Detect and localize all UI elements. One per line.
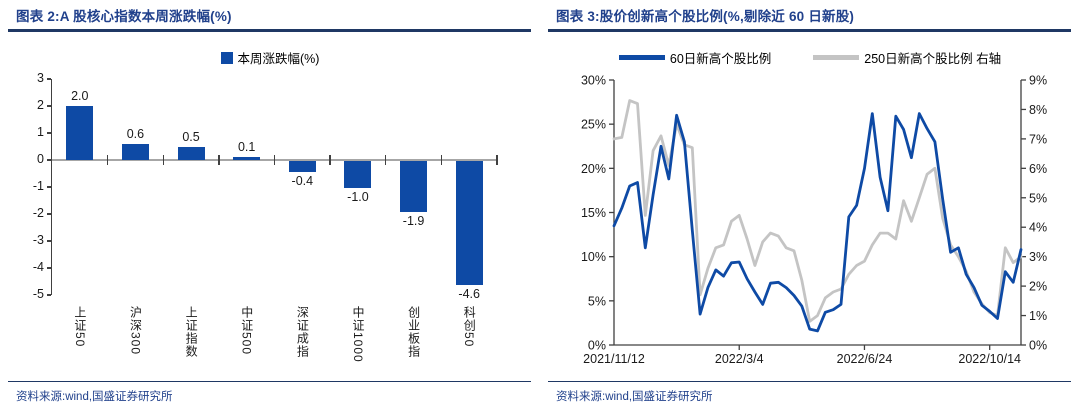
line-chart-canvas: 30%25%20%15%10%5%0%9%8%7%6%5%4%3%2%1%0%2…	[581, 74, 1047, 367]
bar-value-label: 0.5	[182, 129, 200, 144]
bar	[66, 106, 94, 160]
y-axis-tick	[46, 78, 51, 80]
bar-value-label: -4.6	[458, 287, 480, 302]
x-axis-tick-label: 2022/3/4	[715, 352, 764, 366]
y-axis-tick	[46, 186, 51, 188]
y-axis-tick-label: 2	[37, 98, 44, 112]
x-axis-tick-label: 2021/11/12	[583, 352, 645, 366]
figure-3-panel: 图表 3:股价创新高个股比例(%,剔除近 60 日新股) 60日新高个股比例 25…	[540, 0, 1080, 411]
bar	[288, 161, 316, 172]
figure-3-source-rule	[548, 381, 1071, 383]
legend-swatch-square	[220, 51, 233, 64]
bar-value-label: 0.1	[237, 140, 256, 155]
y-axis-tick-label: -5	[32, 287, 44, 301]
bar	[177, 146, 205, 160]
bar	[455, 161, 483, 286]
legend-swatch-line	[813, 55, 860, 60]
right-axis-tick-label: 0%	[1029, 339, 1047, 353]
figure-2-title: 图表 2:A 股核心指数本周涨跌幅(%)	[16, 9, 232, 24]
category-label: 深证成指	[295, 306, 310, 358]
series-line-250day-new-high-ratio	[612, 99, 1023, 323]
category-label: 上证50	[72, 306, 87, 348]
category-tick	[385, 154, 387, 165]
right-axis-tick-label: 6%	[1029, 162, 1047, 176]
category-tick	[162, 154, 164, 165]
left-axis-tick-label: 10%	[581, 250, 606, 264]
figure-3-source: 资料来源:wind,国盛证券研究所	[556, 391, 713, 403]
category-label: 科创50	[462, 306, 477, 348]
y-axis-tick	[46, 159, 51, 161]
legend-item: 60日新高个股比例	[618, 48, 772, 67]
category-label: 沪深300	[128, 306, 143, 356]
right-axis-tick-label: 7%	[1029, 132, 1047, 146]
y-axis-tick-label: 1	[37, 125, 44, 139]
right-axis-tick-label: 1%	[1029, 309, 1047, 323]
y-axis-tick-label: 0	[37, 152, 44, 166]
right-axis-tick-label: 2%	[1029, 280, 1047, 294]
bar-value-label: 0.6	[126, 126, 145, 141]
bar-value-label: -1.0	[347, 190, 369, 204]
y-axis-tick-label: 3	[37, 71, 44, 85]
figure-3-title: 图表 3:股价创新高个股比例(%,剔除近 60 日新股)	[556, 9, 855, 24]
category-tick	[440, 154, 443, 165]
legend-swatch-line	[618, 55, 665, 60]
left-axis-tick-label: 25%	[581, 118, 606, 132]
y-axis-tick	[46, 294, 51, 296]
category-tick	[106, 154, 109, 165]
figure-3-title-rule	[548, 29, 1071, 32]
y-axis-tick-label: -2	[32, 206, 44, 220]
right-axis-tick-label: 9%	[1029, 74, 1047, 88]
y-axis-tick-label: -1	[32, 179, 44, 193]
bar	[400, 161, 428, 213]
series-line-60day-new-high-ratio	[612, 112, 1023, 333]
legend: 本周涨跌幅(%)	[0, 48, 540, 67]
category-tick	[273, 154, 276, 165]
line-chart: 60日新高个股比例 250日新高个股比例 右轴 30% 25% 20% 15% 10% 5% 0…	[540, 33, 1080, 381]
left-axis-tick-label: 5%	[588, 294, 606, 308]
bar	[121, 143, 149, 160]
left-axis-tick-label: 15%	[581, 206, 606, 220]
category-label: 上证指数	[184, 306, 199, 358]
category-label: 创业板指	[406, 306, 421, 358]
y-axis-tick-label: -3	[32, 233, 44, 247]
bar	[344, 161, 372, 188]
figure-2-source: 资料来源:wind,国盛证券研究所	[16, 391, 173, 403]
category-label: 中证500	[239, 306, 254, 356]
bar-chart: 本周涨跌幅(%) 3 2 1 0 -1 -2 -3 -4 -5 2.0 上证50 0.6 沪深300 0.5…	[0, 33, 540, 381]
y-axis-line	[51, 79, 53, 295]
left-axis-tick-label: 30%	[581, 74, 606, 88]
right-axis-tick-label: 3%	[1029, 250, 1047, 264]
right-axis-tick-label: 5%	[1029, 191, 1047, 205]
left-axis-tick-label: 0%	[588, 339, 606, 353]
right-axis-tick-label: 8%	[1029, 103, 1047, 117]
category-label: 中证1000	[350, 306, 365, 363]
bar	[233, 157, 261, 160]
y-axis-tick	[46, 240, 51, 242]
figure-2-source-rule	[8, 381, 531, 383]
figure-2-panel: 图表 2:A 股核心指数本周涨跌幅(%) 本周涨跌幅(%) 3 2 1 0 -1 -2 -3 -…	[0, 9, 540, 403]
left-axis-tick-label: 20%	[581, 162, 606, 176]
y-axis-tick	[46, 213, 51, 215]
y-axis-tick	[46, 132, 51, 134]
y-axis-tick	[46, 267, 51, 269]
y-axis-tick-label: -4	[32, 260, 44, 274]
category-tick	[329, 154, 331, 165]
category-tick	[218, 154, 220, 165]
legend-label: 60日新高个股比例	[669, 52, 772, 66]
x-axis-tick-label: 2022/10/14	[958, 352, 1021, 366]
category-tick	[496, 154, 498, 165]
bar-value-label: -0.4	[291, 173, 314, 188]
right-axis-tick-label: 4%	[1029, 221, 1047, 235]
legend-item: 250日新高个股比例 右轴	[813, 48, 1001, 67]
y-axis-tick	[46, 105, 51, 107]
legend-label: 250日新高个股比例 右轴	[864, 52, 1002, 66]
figure-2-title-rule	[8, 29, 531, 32]
legend: 60日新高个股比例 250日新高个股比例 右轴	[540, 48, 1080, 67]
bar-value-label: -1.9	[402, 214, 425, 229]
bar-value-label: 2.0	[71, 89, 89, 103]
legend-label: 本周涨跌幅(%)	[237, 52, 320, 66]
x-axis-tick-label: 2022/6/24	[837, 352, 893, 366]
